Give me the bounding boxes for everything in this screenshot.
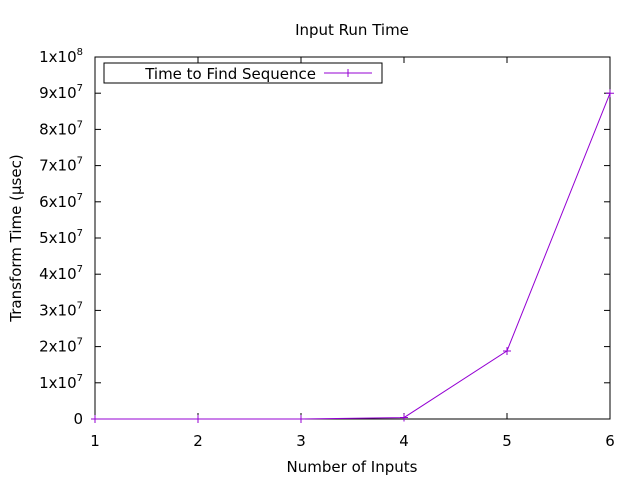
legend-box	[103, 62, 383, 84]
x-axis-label: Number of Inputs	[287, 458, 418, 476]
data-point	[194, 415, 202, 423]
plot-frame	[94, 56, 611, 420]
y-tick-label: 9x107	[39, 83, 83, 102]
legend: Time to Find Sequence	[103, 62, 383, 84]
y-tick-label: 1x107	[39, 373, 83, 392]
y-axis-label: Transform Time (µsec)	[7, 154, 25, 322]
series-line	[95, 93, 611, 420]
data-point	[91, 415, 99, 423]
y-tick-label: 5x107	[39, 228, 83, 247]
x-tick-label: 6	[605, 432, 615, 450]
y-tick-label: 6x107	[39, 192, 83, 211]
x-axis: 1 2 3 4 5 6	[90, 57, 615, 450]
x-tick-label: 4	[399, 432, 409, 450]
y-tick-label: 7x107	[39, 156, 83, 175]
data-point	[297, 415, 305, 423]
series-layer	[91, 89, 614, 423]
y-tick-label: 2x107	[39, 337, 83, 356]
plot-border	[94, 56, 611, 420]
data-point	[400, 413, 408, 422]
legend-label: Time to Find Sequence	[144, 65, 316, 83]
legend-point-marker	[344, 69, 352, 77]
y-tick-label: 1x108	[39, 47, 83, 66]
x-tick-label: 1	[90, 432, 100, 450]
y-tick-label: 8x107	[39, 119, 83, 138]
x-tick-label: 2	[193, 432, 203, 450]
y-tick-label: 4x107	[39, 264, 83, 283]
x-tick-label: 3	[296, 432, 306, 450]
y-tick-label: 0	[73, 410, 83, 428]
data-point	[606, 89, 614, 98]
y-tick-label: 3x107	[39, 300, 83, 319]
chart-title: Input Run Time	[295, 21, 409, 39]
data-point	[503, 346, 511, 355]
x-tick-label: 5	[502, 432, 512, 450]
y-axis: 0 1x107 2x107 3x107 4x107 5x107 6x107 7x107 8x10…	[39, 47, 610, 428]
